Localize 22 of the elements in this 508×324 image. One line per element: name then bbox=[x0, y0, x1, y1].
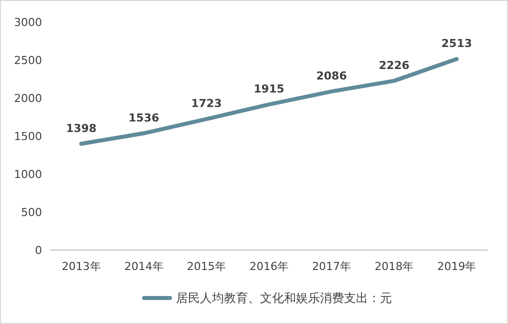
y-tick-label: 500 bbox=[21, 206, 42, 219]
y-tick-label: 3000 bbox=[14, 16, 42, 29]
legend-label: 居民人均教育、文化和娱乐消费支出：元 bbox=[176, 291, 392, 306]
y-tick-label: 1500 bbox=[14, 130, 42, 143]
y-tick-label: 0 bbox=[35, 244, 42, 257]
data-label: 2226 bbox=[378, 58, 410, 72]
x-tick-label: 2017年 bbox=[312, 260, 352, 273]
data-label: 2513 bbox=[441, 37, 472, 50]
data-label: 1536 bbox=[128, 111, 160, 124]
data-label: 1723 bbox=[191, 97, 222, 110]
data-label: 1398 bbox=[66, 122, 97, 135]
y-tick-label: 2500 bbox=[14, 54, 42, 67]
x-tick-label: 2016年 bbox=[250, 260, 288, 273]
y-tick-label: 1000 bbox=[14, 168, 42, 181]
data-label: 2086 bbox=[316, 69, 348, 82]
x-tick-label: 2013年 bbox=[62, 260, 101, 273]
y-tick-label: 2000 bbox=[14, 92, 42, 105]
x-tick-label: 2015年 bbox=[186, 260, 226, 273]
x-tick-label: 2019年 bbox=[437, 260, 476, 273]
x-tick-label: 2014年 bbox=[124, 260, 164, 273]
data-label: 1915 bbox=[254, 82, 284, 96]
x-tick-label: 2018年 bbox=[374, 260, 414, 273]
